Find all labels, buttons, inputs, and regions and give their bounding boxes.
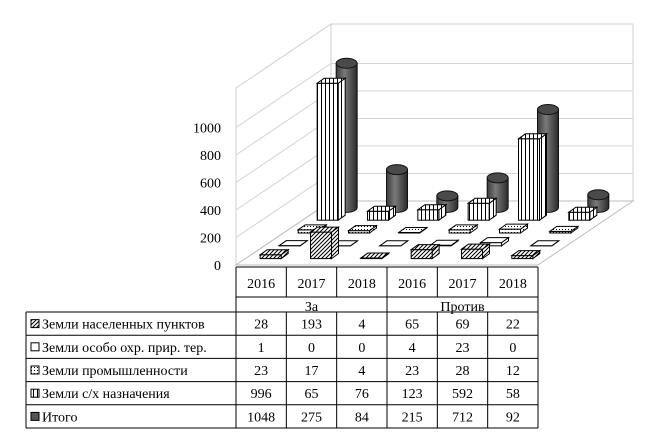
data-table: 2016 2017 2018 2016 2017 2018 За Против Земли на… (26, 267, 538, 428)
table-value: 76 (355, 387, 369, 402)
bar-3-vstripe (418, 205, 446, 220)
legend-key (31, 389, 39, 397)
box-front (260, 255, 281, 259)
box-front (500, 229, 521, 233)
table-value: 0 (509, 341, 516, 356)
table-value: 712 (452, 410, 473, 425)
table-value: 4 (358, 364, 365, 379)
bar-1-vstripe (317, 78, 345, 220)
bar-5-vstripe (519, 134, 547, 220)
box-front (411, 250, 432, 259)
year-label: 2017 (449, 277, 477, 292)
table-value: 4 (409, 341, 416, 356)
cylinder-top (336, 58, 357, 68)
table-value: 92 (506, 410, 520, 425)
box-front (368, 211, 389, 220)
table-value: 17 (305, 364, 319, 379)
year-label: 2016 (398, 277, 426, 292)
year-label: 2016 (247, 277, 275, 292)
bar-2-diag (311, 227, 339, 259)
box-front (317, 83, 338, 220)
y-tick-label: 800 (200, 149, 221, 164)
cylinder-top (538, 105, 559, 115)
series-name: Земли промышленности (42, 364, 188, 379)
y-tick-label: 0 (214, 259, 221, 274)
legend-key (31, 343, 39, 351)
cylinder-top (588, 190, 609, 200)
cylinder-top (387, 165, 408, 175)
cylinder-top (437, 191, 458, 201)
box-side (540, 134, 547, 220)
table-value: 12 (506, 364, 520, 379)
table-value: 4 (358, 318, 365, 333)
series-name: Земли особо охр. прир. тер. (42, 341, 207, 356)
table-value: 65 (305, 387, 319, 402)
table-value: 28 (254, 318, 268, 333)
box-front (569, 212, 590, 220)
table-value: 84 (355, 410, 369, 425)
table-value: 23 (254, 364, 268, 379)
y-tick-label: 1000 (193, 122, 221, 137)
y-tick-label: 400 (200, 204, 221, 219)
box-front (311, 232, 332, 259)
table-value: 193 (301, 318, 322, 333)
group-label: За (305, 300, 319, 315)
y-tick-label: 600 (200, 177, 221, 192)
legend-key (31, 366, 39, 374)
table-value: 23 (405, 364, 419, 379)
bar-4-diag (411, 245, 439, 259)
box-front (519, 139, 540, 220)
table-value: 22 (506, 318, 520, 333)
box-front (468, 203, 489, 220)
series-name: Земли с/х назначения (42, 387, 170, 402)
table-value: 592 (452, 387, 473, 402)
table-value: 1 (258, 341, 265, 356)
table-value: 996 (251, 387, 272, 402)
table-value: 123 (402, 387, 423, 402)
table-value: 1048 (247, 410, 275, 425)
year-label: 2018 (348, 277, 376, 292)
group-label: Против (440, 300, 485, 315)
bar-4-vstripe (468, 198, 496, 220)
bar-6-vstripe (569, 207, 597, 220)
table-value: 58 (506, 387, 520, 402)
table-value: 0 (358, 341, 365, 356)
cylinder-top (487, 173, 508, 183)
table-value: 69 (456, 318, 470, 333)
bar-5-diag (462, 244, 490, 258)
table-value: 65 (405, 318, 419, 333)
box-side (338, 78, 345, 220)
year-label: 2017 (298, 277, 326, 292)
bar-2-dark (387, 165, 408, 213)
table-value: 0 (308, 341, 315, 356)
table-value: 275 (301, 410, 322, 425)
y-tick-label: 200 (200, 232, 221, 247)
series-name: Земли населенных пунктов (42, 318, 205, 333)
table-value: 23 (456, 341, 470, 356)
legend-key (31, 320, 39, 328)
series-name: Итого (42, 410, 77, 425)
bar-2-vstripe (368, 206, 396, 220)
y-axis-tick-labels: 0 200 400 600 800 1000 (193, 122, 221, 275)
legend-key (31, 412, 39, 420)
box-front (418, 210, 439, 220)
box-front (462, 249, 483, 258)
table-value: 215 (402, 410, 423, 425)
rear-wall (331, 24, 633, 201)
year-label: 2018 (499, 277, 527, 292)
table-value: 28 (456, 364, 470, 379)
